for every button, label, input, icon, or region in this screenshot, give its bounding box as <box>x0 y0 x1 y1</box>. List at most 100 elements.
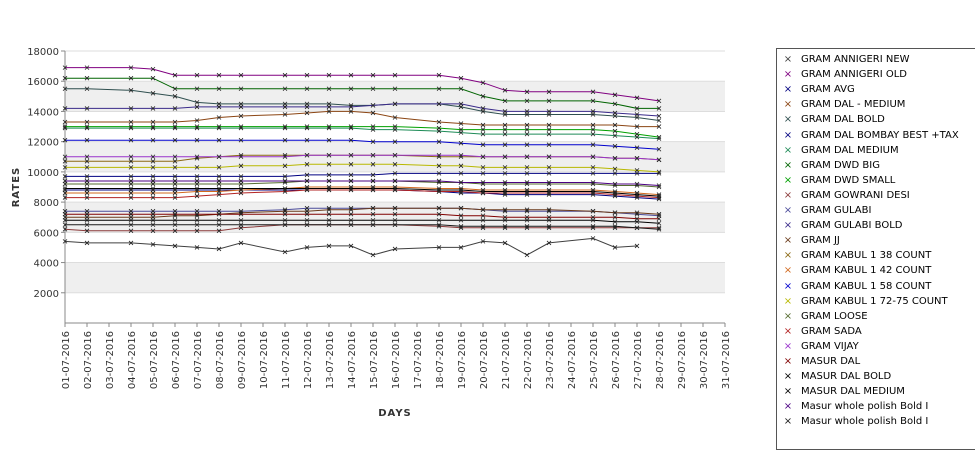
data-point <box>392 246 398 252</box>
data-point <box>194 222 200 228</box>
data-point <box>546 122 552 128</box>
data-point <box>326 109 332 114</box>
data-point <box>656 193 662 199</box>
data-point <box>326 152 332 158</box>
data-point <box>458 101 464 107</box>
legend-label: MASUR DAL MEDIUM <box>801 386 905 398</box>
series-line <box>65 139 660 150</box>
data-point <box>634 131 640 137</box>
data-point <box>348 217 354 223</box>
data-point <box>84 222 90 228</box>
data-point <box>546 142 552 147</box>
grid-lines <box>65 50 725 294</box>
data-point <box>612 133 618 138</box>
data-point <box>216 211 222 217</box>
legend-label: GRAM VIJAY <box>801 340 859 352</box>
data-point <box>370 124 376 129</box>
data-point <box>172 159 178 164</box>
data-point <box>392 152 398 158</box>
legend-label: GRAM GULABI <box>801 205 872 216</box>
legend-item: × GRAM AVG <box>777 82 855 97</box>
series-line <box>65 189 660 199</box>
data-point <box>546 240 552 246</box>
legend-item: × GRAM KABUL 1 42 COUNT <box>777 263 932 278</box>
data-point <box>128 124 134 129</box>
data-point <box>392 115 398 120</box>
data-point <box>480 213 486 218</box>
data-point <box>524 142 530 147</box>
x-tick-label: 26-07-2016 <box>611 331 622 389</box>
data-point <box>590 122 596 128</box>
data-point <box>216 246 222 252</box>
data-point <box>524 224 530 229</box>
data-point <box>656 157 662 163</box>
data-point <box>62 186 68 191</box>
legend-item: × MASUR DAL MEDIUM <box>777 384 905 399</box>
data-point <box>62 227 68 232</box>
x-tick-label: 10-07-2016 <box>259 331 270 389</box>
data-point <box>392 186 398 191</box>
data-point <box>348 222 354 228</box>
data-point <box>458 127 464 132</box>
data-point <box>238 113 244 119</box>
data-point <box>84 137 90 143</box>
data-point <box>546 154 552 160</box>
data-point <box>128 211 134 217</box>
data-point <box>62 195 68 200</box>
data-point <box>304 110 310 116</box>
data-point <box>502 217 508 223</box>
data-point <box>194 193 200 199</box>
data-point <box>370 222 376 228</box>
data-point <box>612 224 618 229</box>
data-point <box>238 154 244 160</box>
data-point <box>392 86 398 92</box>
data-point <box>546 89 552 95</box>
data-point <box>128 228 134 234</box>
series-line <box>65 180 660 186</box>
data-point <box>172 211 178 217</box>
legend-item: × Masur whole polish Bold I <box>777 399 929 414</box>
data-point <box>436 178 442 184</box>
data-point <box>370 86 376 92</box>
series-2 <box>62 65 662 104</box>
data-point <box>524 171 530 176</box>
data-point <box>128 154 134 160</box>
legend-item: × GRAM DWD SMALL <box>777 173 896 188</box>
legend-item: × GRAM DAL BOMBAY BEST +TAX <box>777 128 959 143</box>
data-point <box>194 100 200 105</box>
data-point <box>282 154 288 160</box>
data-point <box>304 222 310 228</box>
legend-marker-icon: × <box>783 280 793 292</box>
data-point <box>150 159 156 164</box>
data-point <box>84 165 90 170</box>
data-point <box>546 98 552 104</box>
series-line <box>65 110 659 128</box>
legend-label: GRAM KABUL 1 72-75 COUNT <box>801 295 948 307</box>
data-point <box>84 195 90 200</box>
x-tick-label: 07-07-2016 <box>193 331 204 389</box>
data-point <box>194 72 200 78</box>
series-line <box>65 186 660 196</box>
data-point <box>370 211 376 217</box>
data-point <box>128 195 134 200</box>
legend-marker-icon: × <box>783 265 793 277</box>
data-point <box>370 186 376 191</box>
series-line <box>65 207 660 217</box>
x-tick-label: 24-07-2016 <box>567 331 578 389</box>
data-point <box>282 249 288 255</box>
data-point <box>392 101 398 107</box>
data-point <box>238 190 244 196</box>
series-12 <box>62 101 662 119</box>
grid-band <box>65 262 725 293</box>
legend-item: × GRAM GULABI BOLD <box>777 218 903 233</box>
data-point <box>502 240 508 246</box>
legend-label: GRAM ANNIGERI OLD <box>801 69 907 81</box>
data-point <box>84 174 90 179</box>
x-tick-label: 20-07-2016 <box>479 331 490 389</box>
data-point <box>458 121 464 126</box>
data-point <box>194 104 200 110</box>
data-point <box>656 220 662 226</box>
data-point <box>238 86 244 92</box>
data-point <box>216 165 222 170</box>
data-point <box>392 124 398 129</box>
